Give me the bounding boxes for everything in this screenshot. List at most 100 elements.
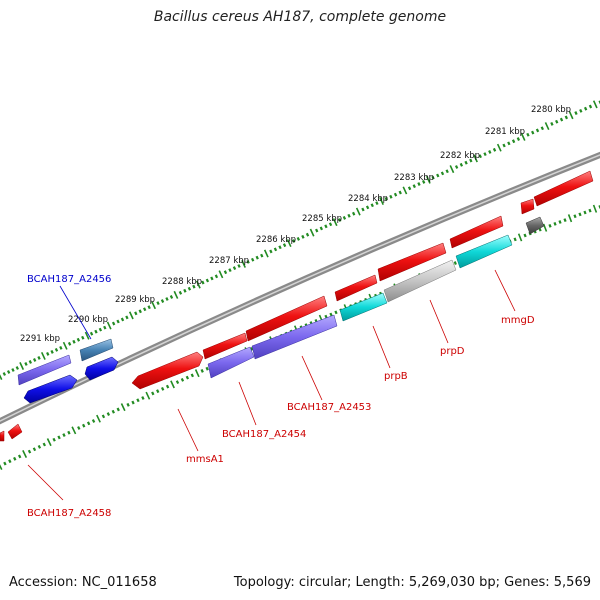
label-bcah187-a2453[interactable]: BCAH187_A2453 [287, 402, 371, 413]
outer-ruler-tick [478, 154, 482, 159]
gene-red-5[interactable] [449, 215, 504, 249]
outer-ruler-tick [502, 143, 506, 148]
scale-label-2283: 2283 kbp [394, 173, 434, 183]
outer-ruler-tick [210, 276, 214, 281]
outer-ruler-tick [393, 192, 398, 197]
gene-cyan-prpb[interactable] [339, 292, 388, 322]
inner-ruler-tick [62, 433, 66, 437]
outer-ruler-tick [33, 358, 37, 362]
outer-ruler-tick [531, 130, 535, 135]
inner-ruler-tick [32, 447, 37, 452]
outer-ruler-tick [147, 305, 151, 310]
outer-ruler-tick [361, 207, 365, 212]
label-mmsa1[interactable]: mmsA1 [186, 454, 224, 465]
gene-slate-bcah187-a2453[interactable] [251, 314, 338, 360]
outer-ruler-tick [11, 368, 15, 372]
outer-ruler-tick [160, 299, 165, 303]
outer-ruler-tick [205, 278, 210, 283]
gene-slate-bcah187-a2454[interactable] [207, 346, 255, 379]
gene-gray-1[interactable] [525, 216, 545, 235]
gene-red-3[interactable] [334, 274, 378, 302]
gene-red-mmsa1[interactable] [131, 351, 204, 390]
outer-ruler-tick [128, 311, 134, 320]
outer-ruler-tick [421, 180, 426, 184]
outer-ruler-tick [62, 341, 68, 350]
outer-ruler-tick [94, 329, 98, 334]
gene-blue-1[interactable] [23, 374, 78, 404]
leader-bcah187-a2456 [59, 285, 92, 340]
outer-ruler-tick [592, 100, 598, 109]
inner-ruler-tick [46, 438, 52, 447]
outer-ruler-tick [89, 331, 94, 336]
outer-ruler-tick [98, 327, 103, 332]
outer-ruler-tick [417, 182, 421, 186]
gene-silver-prpd[interactable] [383, 259, 457, 303]
gene-slate-1[interactable] [17, 354, 72, 386]
outer-ruler-tick [389, 194, 393, 199]
outer-ruler-tick [305, 232, 310, 237]
inner-ruler-tick [111, 409, 115, 414]
outer-ruler-tick [464, 160, 468, 165]
outer-ruler-tick [116, 319, 120, 324]
outer-ruler-tick [440, 171, 445, 176]
label-prpd[interactable]: prpD [440, 346, 465, 357]
gene-cyan-mmgd[interactable] [455, 234, 513, 269]
label-prpb[interactable]: prpB [384, 371, 408, 382]
gene-red-6[interactable] [520, 198, 535, 215]
outer-ruler-tick [483, 152, 487, 157]
outer-ruler-tick [195, 280, 201, 289]
inner-ruler-tick [558, 220, 562, 224]
outer-ruler-tick [223, 270, 228, 275]
inner-ruler-tick [563, 218, 567, 222]
outer-ruler-tick [50, 349, 54, 354]
label-bcah187-a2458[interactable]: BCAH187_A2458 [27, 508, 111, 519]
outer-ruler-tick [143, 307, 147, 312]
gene-red-2[interactable] [245, 295, 328, 342]
leader-prpb [372, 325, 391, 369]
gene-steel-bcah187-a2456[interactable] [79, 338, 114, 362]
leader-bcah187-a2454 [238, 381, 257, 426]
inner-ruler-tick [334, 310, 338, 315]
outer-ruler-tick [246, 259, 250, 264]
outer-ruler-tick [263, 249, 269, 258]
outer-ruler-tick [286, 239, 292, 248]
gene-red-bcah187-a2458[interactable] [7, 423, 23, 440]
outer-ruler-tick [218, 270, 224, 279]
outer-ruler-tick [469, 158, 473, 163]
gene-leader-lines [27, 269, 516, 501]
outer-ruler-tick [449, 165, 455, 174]
outer-ruler-tick [301, 234, 305, 239]
inner-ruler-tick [588, 208, 592, 213]
forward-strand-genes [17, 170, 594, 386]
outer-ruler-tick [496, 143, 502, 152]
outer-ruler-tick [583, 106, 588, 111]
label-bcah187-a2456[interactable]: BCAH187_A2456 [27, 274, 111, 285]
inner-ruler-tick [190, 373, 194, 378]
outer-ruler-tick [6, 370, 11, 374]
label-bcah187-a2454[interactable]: BCAH187_A2454 [222, 429, 306, 440]
gene-red-left-edge[interactable] [0, 430, 5, 442]
inner-ruler-tick [131, 400, 135, 405]
outer-ruler-tick [544, 122, 550, 131]
accession-text: Accession: NC_011658 [9, 575, 157, 590]
outer-ruler-tick [187, 286, 192, 291]
gene-red-1[interactable] [202, 332, 248, 360]
inner-ruler-tick [592, 204, 598, 213]
outer-ruler-tick [84, 331, 90, 340]
label-mmgd[interactable]: mmgD [501, 315, 535, 326]
outer-ruler-tick [173, 290, 179, 299]
inner-ruler-tick [553, 222, 557, 226]
gene-blue-2[interactable] [84, 356, 119, 381]
inner-ruler-tick [57, 435, 61, 440]
outer-ruler-tick [59, 345, 63, 350]
outer-ruler-tick [473, 154, 478, 163]
outer-ruler-tick [402, 186, 408, 195]
gene-red-4[interactable] [377, 242, 447, 282]
outer-ruler-tick [342, 216, 347, 220]
gene-red-7[interactable] [533, 170, 594, 207]
outer-ruler-tick [511, 139, 516, 144]
outer-ruler-tick [579, 108, 583, 113]
inner-ruler-tick [3, 461, 7, 466]
scale-label-2287: 2287 kbp [209, 256, 249, 266]
